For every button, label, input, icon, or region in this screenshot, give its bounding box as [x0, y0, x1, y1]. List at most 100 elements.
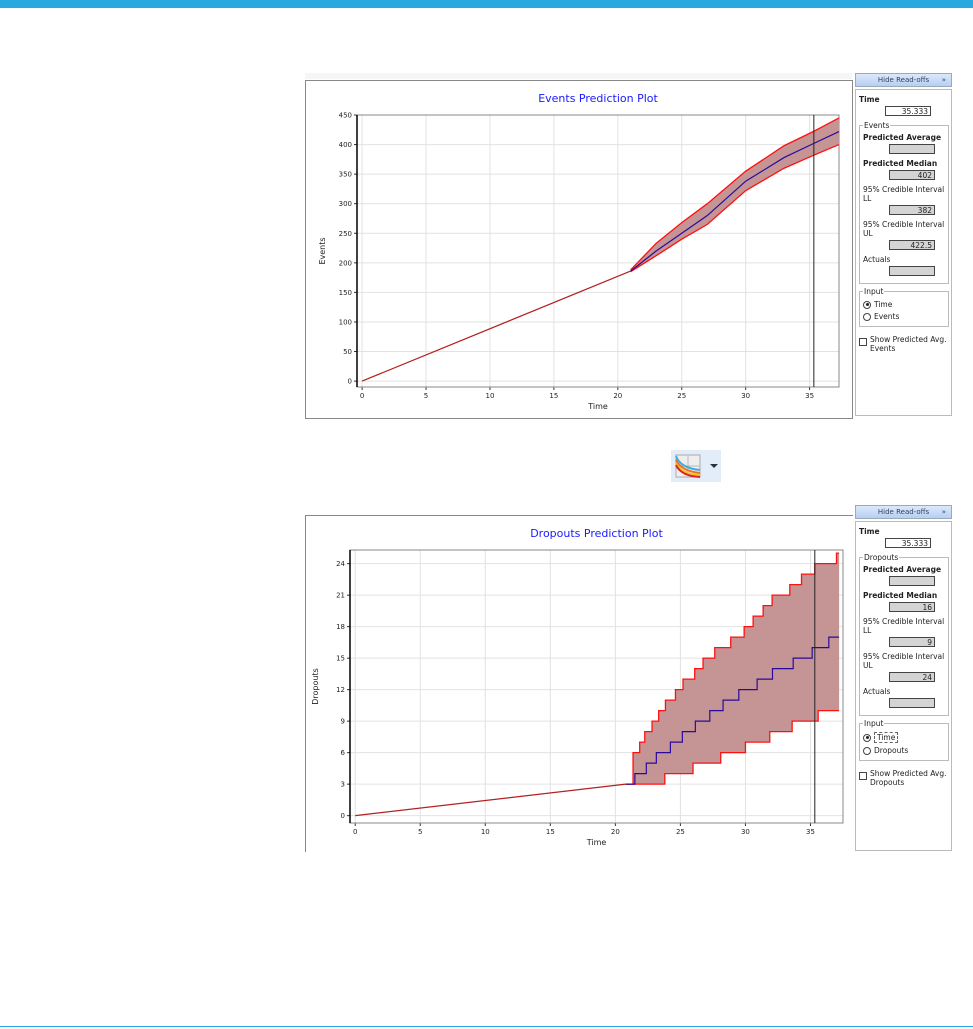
radio-label: Time — [874, 300, 893, 309]
y-tick-label: 300 — [339, 200, 352, 208]
x-tick-label: 0 — [360, 392, 364, 400]
chart-title: Dropouts Prediction Plot — [530, 527, 663, 540]
y-tick-label: 350 — [339, 171, 352, 179]
y-tick-label: 12 — [336, 686, 345, 694]
x-tick-label: 5 — [424, 392, 428, 400]
y-tick-label: 50 — [343, 348, 352, 356]
x-tick-label: 15 — [546, 828, 555, 836]
readoff-value-field — [889, 266, 935, 276]
checkbox-label: Show Predicted Avg. Events — [870, 335, 947, 353]
y-tick-label: 6 — [341, 749, 346, 757]
readoff-value-field — [889, 144, 935, 154]
median-line — [625, 636, 840, 785]
time-label: Time — [859, 95, 880, 104]
double-chevron-right-icon: » — [941, 76, 946, 84]
dropouts-prediction-chart: Dropouts Prediction Plot 0 5 10 15 20 25 30 35 0 3… — [305, 515, 853, 852]
checkbox[interactable] — [859, 772, 867, 780]
dropouts-readoff-panel: Hide Read-offs » Time 35.333 Dropouts Predict… — [855, 505, 952, 851]
median-line — [630, 131, 840, 272]
readoff-value-field — [889, 576, 935, 586]
x-tick-label: 30 — [741, 392, 750, 400]
dropouts-chart-svg: Dropouts Prediction Plot 0 5 10 15 20 25 30 35 0 3… — [311, 527, 844, 847]
chart-type-icon — [675, 454, 701, 478]
input-group-label: Input — [864, 287, 884, 296]
x-tick-label: 15 — [549, 392, 558, 400]
radio-dropouts[interactable]: Dropouts — [863, 746, 945, 755]
show-predicted-avg-checkbox[interactable]: Show Predicted Avg. Dropouts — [859, 769, 949, 787]
hide-readoffs-button[interactable]: Hide Read-offs » — [855, 505, 952, 519]
checkbox-label: Show Predicted Avg. Dropouts — [870, 769, 947, 787]
x-tick-label: 25 — [676, 828, 685, 836]
hide-readoffs-button[interactable]: Hide Read-offs » — [855, 73, 952, 87]
x-tick-label: 20 — [613, 392, 622, 400]
field-label: 95% Credible Interval UL — [863, 652, 945, 670]
radio-time[interactable]: Time — [863, 732, 945, 743]
readoff-value-field — [889, 698, 935, 708]
y-tick-label: 200 — [339, 259, 352, 267]
y-axis-label: Dropouts — [311, 668, 320, 705]
x-tick-label: 20 — [611, 828, 620, 836]
hide-readoffs-label: Hide Read-offs — [877, 508, 930, 516]
events-prediction-chart: Events Prediction Plot 0 5 10 15 20 25 30 35 0 50 1… — [305, 80, 853, 419]
time-input[interactable]: 35.333 — [885, 538, 931, 548]
x-tick-label: 0 — [353, 828, 357, 836]
time-input[interactable]: 35.333 — [885, 106, 931, 116]
double-chevron-right-icon: » — [941, 508, 946, 516]
readoff-group: Dropouts Predicted Average Predicted Media… — [859, 553, 949, 716]
x-tick-label: 10 — [486, 392, 495, 400]
x-tick-label: 10 — [481, 828, 490, 836]
x-axis-label: Time — [587, 402, 608, 411]
upper-bound-line — [625, 552, 840, 785]
readoff-group-label: Events — [864, 121, 890, 130]
readoff-value-field: 16 — [889, 602, 935, 612]
chart-type-button[interactable] — [671, 450, 721, 482]
observed-line — [361, 270, 631, 382]
field-label: Predicted Median — [863, 591, 938, 600]
radio-label: Dropouts — [874, 746, 909, 755]
readoff-box: Time 35.333 Dropouts Predicted Average Predi… — [855, 521, 952, 851]
field-label: Predicted Average — [863, 133, 942, 142]
x-tick-label: 35 — [805, 392, 814, 400]
y-tick-label: 0 — [348, 378, 352, 386]
x-tick-label: 30 — [741, 828, 750, 836]
time-label: Time — [859, 527, 880, 536]
y-tick-label: 250 — [339, 230, 352, 238]
field-label: 95% Credible Interval LL — [863, 617, 945, 635]
radio-button[interactable] — [863, 746, 871, 755]
bottom-accent-line — [0, 1026, 973, 1027]
y-tick-label: 18 — [336, 623, 345, 631]
y-tick-label: 24 — [336, 560, 345, 568]
credible-interval-band — [630, 117, 839, 272]
checkbox[interactable] — [859, 338, 867, 346]
field-label: 95% Credible Interval LL — [863, 185, 945, 203]
chevron-down-icon[interactable] — [710, 464, 720, 470]
field-label: Actuals — [863, 255, 891, 264]
input-group: Input Time Dropouts — [859, 719, 949, 761]
readoff-group: Events Predicted Average Predicted Median 4… — [859, 121, 949, 284]
readoff-box: Time 35.333 Events Predicted Average Predict… — [855, 89, 952, 416]
readoff-value-field: 402 — [889, 170, 935, 180]
radio-button[interactable] — [863, 733, 871, 742]
show-predicted-avg-checkbox[interactable]: Show Predicted Avg. Events — [859, 335, 949, 353]
plot-area — [356, 114, 840, 388]
field-label: Predicted Median — [863, 159, 938, 168]
readoff-value-field: 9 — [889, 637, 935, 647]
y-tick-label: 0 — [341, 812, 345, 820]
lower-bound-line — [625, 709, 840, 785]
radio-button[interactable] — [863, 300, 871, 309]
y-tick-label: 15 — [336, 655, 345, 663]
input-group: Input Time Events — [859, 287, 949, 327]
hide-readoffs-label: Hide Read-offs — [877, 76, 930, 84]
lower-bound-line — [630, 143, 840, 273]
radio-label: Time — [874, 732, 899, 743]
chart-title: Events Prediction Plot — [538, 92, 658, 105]
radio-events[interactable]: Events — [863, 312, 945, 321]
y-tick-label: 9 — [341, 718, 345, 726]
readoff-value-field: 422.5 — [889, 240, 935, 250]
observed-line — [355, 783, 626, 817]
radio-button[interactable] — [863, 312, 871, 321]
x-axis-label: Time — [586, 838, 607, 847]
radio-time[interactable]: Time — [863, 300, 945, 309]
upper-bound-line — [630, 117, 840, 271]
